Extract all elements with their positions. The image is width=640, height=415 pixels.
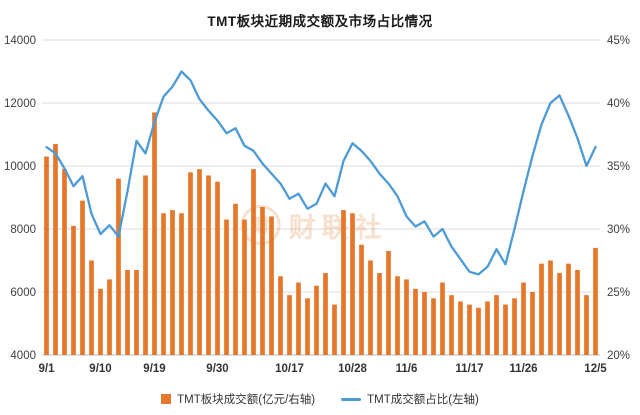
volume-bar (584, 295, 589, 355)
x-tick-label: 9/10 (89, 363, 111, 375)
volume-bar (170, 210, 175, 355)
y-left-tick-label: 14000 (4, 35, 36, 47)
volume-bar (449, 295, 454, 355)
legend-label-share: TMT成交额占比(左轴) (367, 394, 479, 406)
volume-bar (530, 292, 535, 355)
volume-bar (260, 206, 265, 355)
x-tick-label: 10/28 (338, 363, 367, 375)
chart-title: TMT板块近期成交额及市场占比情况 (207, 14, 433, 29)
volume-bar (566, 263, 571, 355)
y-left-tick-label: 10000 (4, 161, 36, 173)
volume-bar (251, 169, 256, 355)
volume-bar (548, 260, 553, 355)
volume-bar (161, 213, 166, 355)
volume-bar (242, 219, 247, 355)
volume-bar (476, 307, 481, 355)
volume-bar (395, 276, 400, 355)
y-right-tick-label: 20% (607, 350, 630, 362)
volume-bar (269, 216, 274, 355)
x-tick-label: 11/17 (455, 363, 483, 375)
volume-bar (575, 269, 580, 355)
y-left-tick-label: 12000 (4, 98, 36, 110)
volume-bar (206, 175, 211, 355)
legend-label-volume: TMT板块成交额(亿元/右轴) (177, 394, 316, 406)
line-series-swatch-icon (341, 397, 362, 401)
volume-bar (44, 156, 49, 355)
volume-bar (71, 225, 76, 355)
volume-bar (494, 295, 499, 355)
volume-bar (125, 269, 130, 355)
volume-bar (503, 304, 508, 355)
bar-series-swatch-icon (161, 394, 172, 404)
volume-bar (278, 276, 283, 355)
x-tick-label: 9/19 (143, 363, 165, 375)
volume-bar (107, 279, 112, 355)
volume-bar (386, 251, 391, 355)
volume-bar (314, 285, 319, 355)
volume-bar (431, 298, 436, 355)
volume-bar (512, 298, 517, 355)
legend-item-share: TMT成交额占比(左轴) (341, 391, 479, 407)
volume-bar (359, 244, 364, 355)
volume-bar (197, 169, 202, 355)
x-tick-label: 12/5 (584, 363, 607, 375)
volume-bar (134, 269, 139, 355)
volume-bar (62, 169, 67, 355)
volume-bar (116, 178, 121, 355)
volume-bar (89, 260, 94, 355)
volume-bar (341, 210, 346, 355)
volume-bar (332, 304, 337, 355)
y-right-tick-label: 30% (607, 224, 630, 236)
volume-bar (350, 213, 355, 355)
legend-item-volume: TMT板块成交额(亿元/右轴) (161, 391, 315, 407)
volume-bar (179, 213, 184, 355)
volume-bar (188, 172, 193, 355)
volume-bar (80, 200, 85, 355)
volume-bar (305, 298, 310, 355)
volume-bar (557, 273, 562, 355)
x-tick-label: 9/1 (39, 363, 56, 375)
y-left-tick-label: 4000 (10, 350, 36, 362)
y-right-tick-label: 40% (607, 98, 630, 110)
volume-bar (413, 288, 418, 355)
x-tick-label: 10/17 (275, 363, 304, 375)
volume-bar (404, 279, 409, 355)
share-trend-line (45, 70, 597, 276)
volume-bar (422, 292, 427, 355)
volume-bar (296, 282, 301, 355)
volume-bar (521, 282, 526, 355)
volume-bar (377, 273, 382, 355)
volume-bar (53, 143, 58, 355)
volume-bar (233, 203, 238, 355)
y-right-tick-label: 25% (607, 287, 630, 299)
volume-bar (287, 295, 292, 355)
volume-bar (152, 112, 157, 355)
volume-bar (143, 175, 148, 355)
volume-bar (593, 247, 598, 355)
volume-bar (539, 263, 544, 355)
volume-bar (215, 181, 220, 355)
y-left-tick-label: 8000 (10, 224, 36, 236)
volume-bar (368, 260, 373, 355)
x-tick-label: 9/30 (206, 363, 228, 375)
volume-bar (440, 282, 445, 355)
volume-bar (458, 301, 463, 355)
x-tick-label: 11/6 (396, 363, 418, 375)
volume-bar (323, 273, 328, 355)
y-right-tick-label: 35% (607, 161, 630, 173)
volume-bar (98, 288, 103, 355)
y-left-tick-label: 6000 (10, 287, 36, 299)
x-tick-label: 11/26 (509, 363, 537, 375)
volume-bar (224, 219, 229, 355)
volume-bar (467, 304, 472, 355)
volume-bar (485, 301, 490, 355)
chart-legend: TMT板块成交额(亿元/右轴) TMT成交额占比(左轴) (0, 391, 640, 407)
y-right-tick-label: 45% (607, 35, 630, 47)
